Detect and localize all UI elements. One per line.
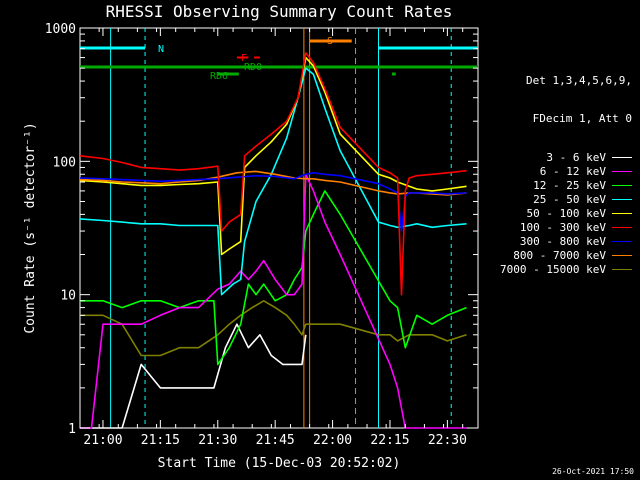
series-line [79, 172, 467, 232]
y-tick-label: 1 [68, 422, 76, 437]
flag-label: RD0 [244, 62, 262, 73]
x-tick-label: 22:30 [428, 433, 467, 448]
flag-label: S [327, 36, 333, 47]
legend-label: 12 - 25 keV [533, 178, 606, 192]
x-tick-label: 21:30 [198, 433, 237, 448]
legend-swatch [612, 198, 632, 200]
axes-layer: 21:00 21:15 21:30 21:45 22:00 22:15 22:30 1 10 10… [45, 22, 478, 448]
legend-header: Det 1,3,4,5,6,9, FDecim 1, Att 0 [478, 50, 640, 150]
legend-swatch [612, 269, 632, 271]
legend-item: 25 - 50 keV [478, 192, 640, 206]
series-line [80, 190, 467, 366]
x-tick-label: 22:15 [370, 433, 409, 448]
legend-item: 12 - 25 keV [478, 178, 640, 192]
legend-label: 300 - 800 keV [519, 235, 606, 249]
y-tick-label: 1000 [45, 22, 76, 37]
legend-swatch [612, 170, 632, 172]
y-tick-label: 100 [53, 155, 76, 170]
legend-swatch [612, 184, 632, 186]
generated-date: 26-Oct-2021 17:50 [552, 467, 634, 476]
legend-swatch [612, 255, 632, 257]
legend-swatch [612, 241, 632, 243]
legend-swatch [612, 212, 632, 214]
legend-label: 800 - 7000 keV [513, 249, 606, 263]
legend-rows: 3 - 6 keV 6 - 12 keV 12 - 25 keV 25 - 50 ke… [478, 150, 640, 277]
series-line [80, 323, 307, 429]
legend-item: 800 - 7000 keV [478, 249, 640, 263]
x-tick-label: 21:15 [141, 433, 180, 448]
plot-frame [79, 27, 479, 429]
series-layer [79, 52, 467, 429]
series-line [80, 173, 467, 429]
chart-title: RHESSI Observing Summary Count Rates [106, 2, 453, 21]
y-tick-label: 10 [60, 289, 76, 304]
x-axis-label: Start Time (15-Dec-03 20:52:02) [158, 456, 401, 471]
series-line [79, 52, 467, 296]
legend: Det 1,3,4,5,6,9, FDecim 1, Att 0 3 - 6 k… [478, 50, 640, 277]
legend-label: 3 - 6 keV [546, 150, 606, 164]
legend-swatch [612, 227, 632, 229]
legend-label: 50 - 100 keV [526, 206, 606, 220]
legend-swatch [612, 156, 632, 158]
legend-item: 3 - 6 keV [478, 150, 640, 164]
legend-header-line: Det 1,3,4,5,6,9, [526, 74, 632, 87]
flag-label: F [241, 53, 247, 64]
x-tick-label: 21:00 [83, 433, 122, 448]
legend-item: 7000 - 15000 keV [478, 263, 640, 277]
x-tick-label: 21:45 [256, 433, 295, 448]
y-axis-label: Count Rate (s⁻¹ detector⁻¹) [23, 122, 38, 333]
series-line [80, 299, 467, 357]
legend-label: 7000 - 15000 keV [500, 263, 606, 277]
legend-item: 100 - 300 keV [478, 220, 640, 234]
legend-label: 100 - 300 keV [519, 221, 606, 235]
flag-label: N [158, 44, 164, 55]
legend-item: 50 - 100 keV [478, 206, 640, 220]
x-tick-label: 22:00 [313, 433, 352, 448]
series-line [79, 170, 467, 196]
legend-label: 6 - 12 keV [539, 164, 606, 178]
flag-label: RD6 [210, 71, 228, 82]
legend-item: 300 - 800 keV [478, 235, 640, 249]
legend-label: 25 - 50 keV [533, 192, 606, 206]
legend-item: 6 - 12 keV [478, 164, 640, 178]
series-line [79, 56, 467, 256]
legend-header-line: FDecim 1, Att 0 [532, 111, 632, 125]
